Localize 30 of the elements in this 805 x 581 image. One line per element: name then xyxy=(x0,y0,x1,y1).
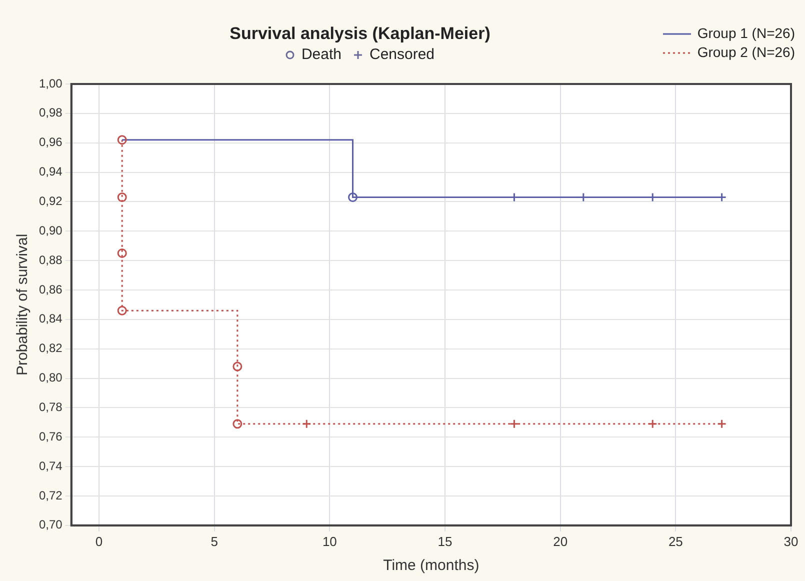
y-tick-label: 0,90 xyxy=(38,223,63,238)
chart-title: Survival analysis (Kaplan-Meier) xyxy=(228,24,492,44)
y-tick-label: 0,94 xyxy=(38,164,63,179)
x-tick-label: 20 xyxy=(553,534,568,549)
legend-label: Censored xyxy=(369,46,435,63)
x-axis-title: Time (months) xyxy=(383,557,480,574)
y-tick-label: 0,70 xyxy=(38,518,63,532)
x-tick-label: 25 xyxy=(668,534,683,549)
y-tick-label: 0,84 xyxy=(38,312,63,326)
y-tick-label: 0,92 xyxy=(38,194,63,208)
y-tick-label: 0,96 xyxy=(38,135,63,150)
y-tick-label: 0,82 xyxy=(38,341,63,356)
legend-label: Group 1 (N=26) xyxy=(697,24,795,43)
y-tick-label: 0,74 xyxy=(38,458,63,473)
x-tick-label: 0 xyxy=(95,534,103,549)
x-tick-label: 30 xyxy=(784,534,798,549)
y-tick-label: 0,78 xyxy=(38,400,63,414)
legend-label: Group 2 (N=26) xyxy=(697,43,795,62)
y-tick-label: 0,86 xyxy=(38,282,63,296)
y-tick-label: 0,72 xyxy=(38,488,63,502)
y-axis-title: Probability of survival xyxy=(14,234,32,376)
y-tick-label: 0,88 xyxy=(38,252,63,267)
y-tick-label: 0,80 xyxy=(38,370,63,385)
legend-label: Death xyxy=(301,46,342,63)
y-tick-label: 0,76 xyxy=(38,429,63,444)
y-tick-label: 1,00 xyxy=(38,76,63,90)
x-tick-label: 15 xyxy=(438,534,452,549)
y-tick-label: 0,98 xyxy=(38,106,63,120)
x-tick-label: 10 xyxy=(322,534,337,549)
x-tick-label: 5 xyxy=(210,534,218,549)
